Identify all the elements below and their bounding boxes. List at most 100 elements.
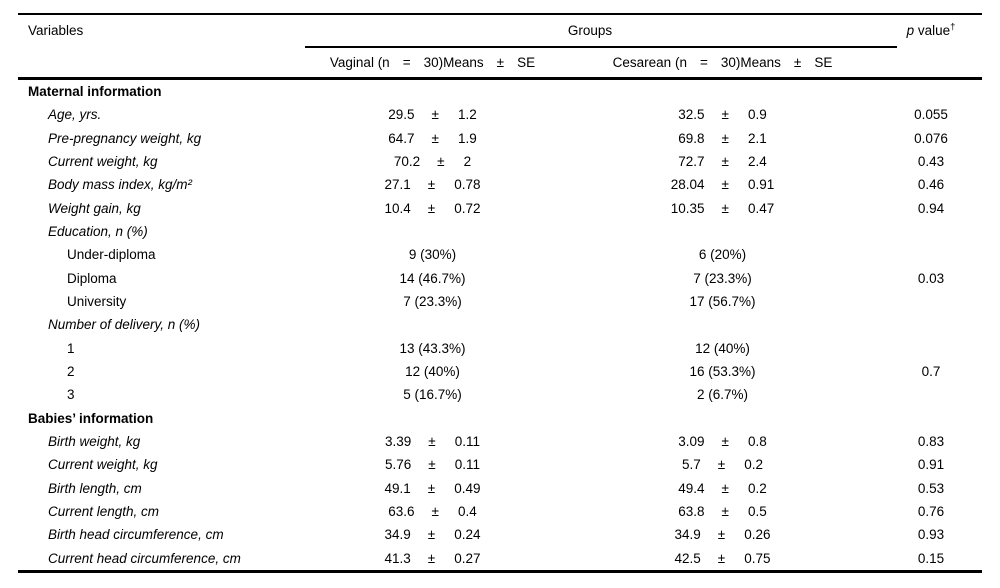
plus-minus-sign: ± (721, 504, 729, 520)
vaginal-value-cell: 63.6 ±0.4 (300, 504, 565, 519)
vaginal-value-cell: 12 (40%) (300, 364, 565, 379)
row-label: Current length, cm (48, 504, 160, 520)
plus-minus-sign: ± (431, 504, 439, 520)
vaginal-subheader-part: Vaginal (n (329, 55, 390, 70)
se-value: 2 (463, 154, 472, 170)
p-value-cell: 0.03 (880, 271, 982, 286)
cesarean-value-cell: 42.5 ±0.75 (565, 551, 880, 566)
variables-header: Variables (28, 23, 84, 38)
count-percent-value: 6 (20%) (698, 247, 747, 263)
p-value: 0.94 (917, 200, 945, 216)
plus-minus-sign: ± (717, 527, 726, 543)
vaginal-subheader-part: ± (496, 55, 505, 70)
cesarean-subheader-part: SE (814, 55, 833, 70)
vaginal-group-subheader: Vaginal (n = 30)Means ± SE (300, 55, 565, 70)
table-row: Current length, cm 63.6 ±0.4 63.8 ±0.5 0.76 (18, 500, 982, 523)
cesarean-value-cell: 72.7 ±2.4 (565, 154, 880, 169)
row-label: Under-diploma (67, 247, 156, 263)
mean-value: 5.76 (385, 457, 412, 473)
vaginal-value-cell: 10.4 ±0.72 (300, 201, 565, 216)
se-value: 0.11 (454, 457, 480, 473)
se-value: 0.49 (454, 480, 481, 496)
p-value: 0.83 (917, 434, 945, 450)
table-row: 2 12 (40%) 16 (53.3%) 0.7 (18, 360, 982, 383)
plus-minus-sign: ± (427, 480, 436, 496)
subheader-row: Vaginal (n = 30)Means ± SE Cesarean (n = 30)Me… (18, 48, 982, 77)
mean-value: 27.1 (384, 177, 411, 193)
p-value-cell: 0.46 (880, 177, 982, 192)
cesarean-value-cell: 10.35 ±0.47 (565, 201, 880, 216)
plus-minus-sign: ± (721, 154, 729, 170)
mean-se-group: 70.2 ±2 (394, 154, 471, 169)
cesarean-group-subheader: Cesarean (n = 30)Means ± SE (565, 55, 880, 70)
count-percent-value: 2 (6.7%) (696, 387, 749, 403)
cesarean-value-cell: 16 (53.3%) (565, 364, 880, 379)
p-value-header-p: p (906, 23, 915, 38)
mean-se-group: 42.5 ±0.75 (675, 551, 771, 566)
se-value: 0.24 (454, 527, 481, 543)
row-label: Maternal information (28, 84, 162, 100)
count-percent-value: 14 (46.7%) (399, 270, 466, 286)
p-value-cell: 0.91 (880, 457, 982, 472)
mean-se-group: 32.5 ±0.9 (678, 107, 766, 122)
table-row: Babies’ information (18, 407, 982, 430)
p-value: 0.76 (917, 504, 945, 520)
vaginal-value-cell: 41.3 ±0.27 (300, 551, 565, 566)
plus-minus-sign: ± (428, 457, 436, 473)
plus-minus-sign: ± (721, 200, 729, 216)
vaginal-value-cell: 9 (30%) (300, 247, 565, 262)
row-label: Age, yrs. (48, 107, 102, 123)
dagger-footnote-mark: † (950, 21, 956, 33)
mean-se-group: 34.9 ±0.26 (675, 527, 771, 542)
table-row: Current head circumference, cm 41.3 ±0.27 4… (18, 547, 982, 570)
p-value-cell: 0.055 (880, 107, 982, 122)
p-value: 0.055 (914, 107, 948, 123)
plus-minus-sign: ± (427, 527, 436, 543)
p-value-cell: 0.43 (880, 154, 982, 169)
se-value: 0.47 (747, 200, 775, 216)
cesarean-value-cell: 63.8 ±0.5 (565, 504, 880, 519)
p-value-header: p value† (880, 21, 982, 38)
plus-minus-sign: ± (721, 480, 729, 496)
se-value: 1.2 (457, 107, 477, 123)
mean-value: 42.5 (674, 550, 701, 566)
row-label: Birth weight, kg (48, 434, 141, 450)
header-row: Variables Groups p value† (18, 15, 982, 46)
vaginal-subheader-part: = (402, 55, 411, 70)
table-row: Pre-pregnancy weight, kg 64.7 ±1.9 69.8 ±2.1… (18, 127, 982, 150)
table-row: Birth length, cm 49.1 ±0.49 49.4 ±0.2 0.53 (18, 477, 982, 500)
study-comparison-table: Variables Groups p value† Vaginal (n = 30)… (18, 13, 982, 575)
count-percent-value: 7 (23.3%) (403, 294, 462, 310)
row-label: Body mass index, kg/m² (48, 177, 193, 193)
row-label: Current head circumference, cm (48, 550, 241, 566)
mean-value: 41.3 (384, 550, 411, 566)
count-percent-value: 7 (23.3%) (693, 270, 752, 286)
count-percent-value: 12 (40%) (405, 364, 460, 380)
mean-se-group: 10.35 ±0.47 (671, 201, 775, 216)
mean-se-group: 63.8 ±0.5 (678, 504, 766, 519)
table-row: University 7 (23.3%) 17 (56.7%) (18, 290, 982, 313)
mean-se-group: 5.7 ±0.2 (682, 457, 763, 472)
mean-value: 63.6 (388, 504, 415, 520)
mean-value: 72.7 (678, 154, 705, 170)
count-percent-value: 9 (30%) (408, 247, 457, 263)
vaginal-value-cell: 7 (23.3%) (300, 294, 565, 309)
count-percent-value: 16 (53.3%) (689, 364, 756, 380)
p-value-cell: 0.76 (880, 504, 982, 519)
se-value: 0.11 (454, 434, 480, 450)
vaginal-value-cell: 3.39 ±0.11 (300, 434, 565, 449)
mean-se-group: 34.9 ±0.24 (385, 527, 481, 542)
row-label: Diploma (67, 270, 117, 286)
mean-se-group: 28.04 ±0.91 (671, 177, 775, 192)
se-value: 0.26 (744, 527, 771, 543)
count-percent-value: 13 (43.3%) (399, 340, 466, 356)
row-label: University (67, 294, 127, 310)
se-value: 0.91 (747, 177, 775, 193)
p-value: 0.43 (917, 154, 945, 170)
vaginal-subheader-part: 30)Means (423, 55, 484, 70)
vaginal-value-cell: 29.5 ±1.2 (300, 107, 565, 122)
cesarean-value-cell: 17 (56.7%) (565, 294, 880, 309)
mean-se-group: 64.7 ±1.9 (388, 131, 476, 146)
cesarean-subheader-part: 30)Means (720, 55, 781, 70)
top-rule (18, 13, 982, 15)
